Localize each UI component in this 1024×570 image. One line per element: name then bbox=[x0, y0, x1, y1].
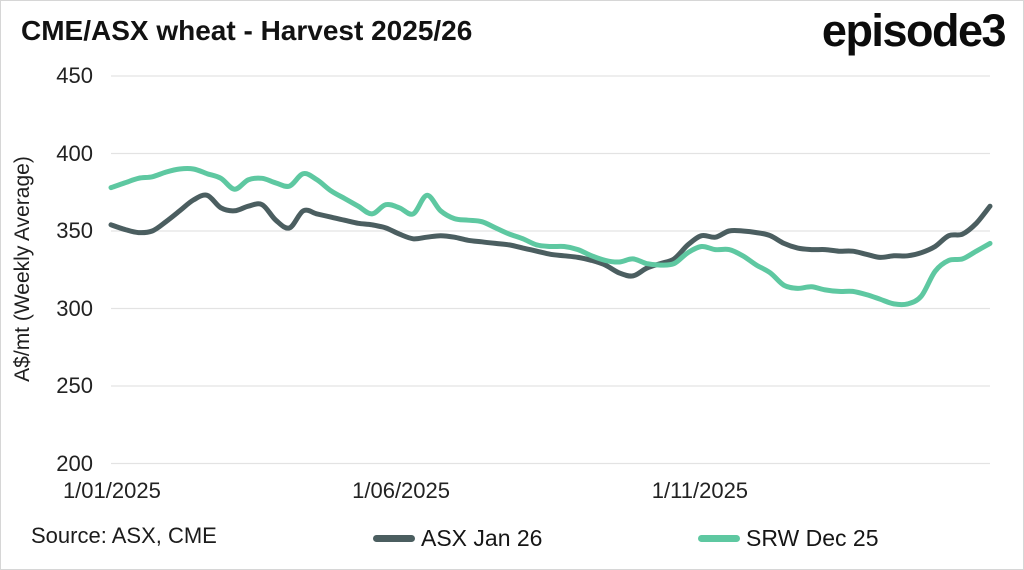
y-axis-label: A$/mt (Weekly Average) bbox=[11, 156, 34, 382]
series-line-srw-dec-25[interactable] bbox=[108, 166, 993, 308]
chart-title: CME/ASX wheat - Harvest 2025/26 bbox=[21, 15, 473, 46]
y-tick-200: 200 bbox=[56, 450, 93, 476]
legend-label-srw: SRW Dec 25 bbox=[746, 525, 879, 551]
legend-label-asx: ASX Jan 26 bbox=[421, 525, 543, 551]
y-tick-450: 450 bbox=[56, 63, 93, 88]
legend-item-asx[interactable]: ASX Jan 26 bbox=[373, 525, 542, 552]
y-tick-400: 400 bbox=[56, 140, 93, 166]
source-note: Source: ASX, CME bbox=[31, 523, 217, 548]
y-tick-250: 250 bbox=[56, 373, 93, 398]
episode3-logo: episode3 bbox=[821, 5, 1007, 56]
legend-swatch-asx bbox=[373, 535, 415, 542]
series-line-asx-jan-26[interactable] bbox=[108, 192, 993, 279]
y-tick-350: 350 bbox=[56, 218, 93, 243]
legend-swatch-srw bbox=[698, 535, 740, 542]
legend-item-srw[interactable]: SRW Dec 25 bbox=[698, 525, 879, 552]
x-tick-nov-2025: 1/11/2025 bbox=[651, 478, 749, 503]
gridlines-group bbox=[111, 75, 990, 465]
y-tick-300: 300 bbox=[56, 295, 93, 321]
x-tick-jun-2025: 1/06/2025 bbox=[352, 478, 450, 503]
x-tick-jan-2025: 1/01/2025 bbox=[62, 478, 161, 503]
